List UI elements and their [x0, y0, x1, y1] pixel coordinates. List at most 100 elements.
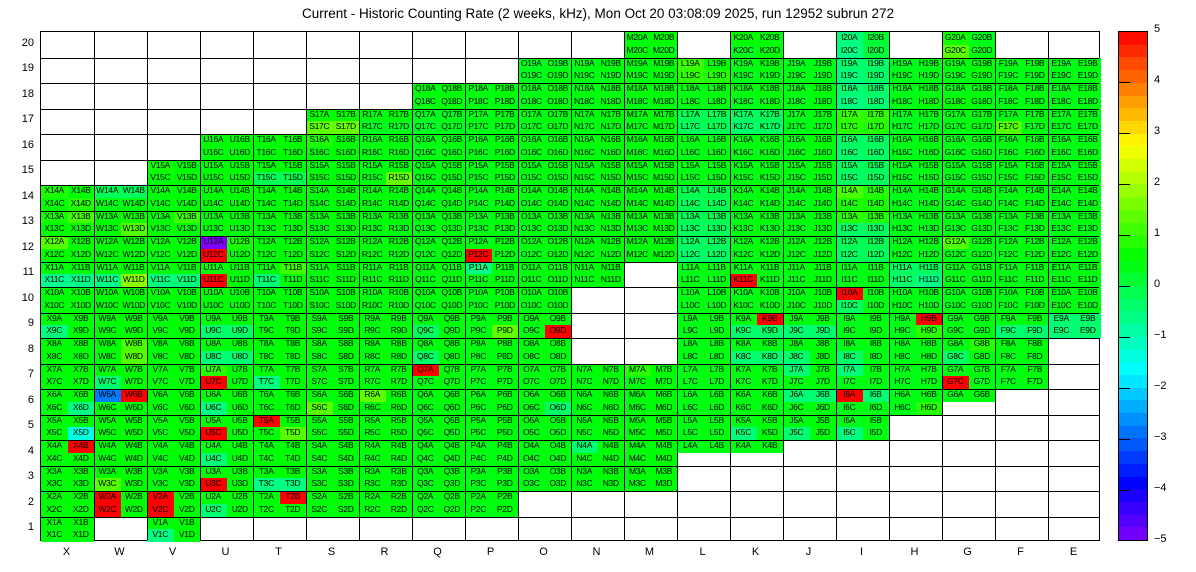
heatmap-cell[interactable]: J15A [783, 159, 810, 173]
heatmap-cell[interactable]: V9D [173, 325, 200, 338]
heatmap-cell[interactable]: M12B [650, 236, 677, 249]
heatmap-cell[interactable]: U8D [226, 350, 253, 364]
heatmap-cell[interactable]: V9B [173, 312, 200, 326]
heatmap-cell[interactable]: O5B [544, 414, 571, 428]
heatmap-cell[interactable]: P12B [491, 236, 518, 249]
heatmap-cell[interactable]: U10A [200, 287, 227, 300]
heatmap-cell[interactable]: H16A [889, 134, 916, 147]
heatmap-cell[interactable]: T9A [253, 312, 280, 326]
heatmap-cell[interactable]: X8C [41, 350, 68, 364]
heatmap-cell[interactable]: V4B [173, 440, 200, 453]
heatmap-cell[interactable]: Q11D [438, 274, 465, 287]
heatmap-cell[interactable]: I10B [862, 287, 889, 300]
heatmap-cell[interactable]: V1D [173, 529, 200, 542]
heatmap-cell[interactable]: U2A [200, 491, 227, 504]
heatmap-cell[interactable]: Q10D [438, 299, 465, 313]
heatmap-cell[interactable]: P7A [465, 363, 492, 377]
heatmap-cell[interactable]: V2C [147, 503, 174, 517]
heatmap-cell[interactable]: Q6B [438, 389, 465, 402]
heatmap-cell[interactable]: L14C [677, 197, 704, 211]
heatmap-cell[interactable]: H7D [915, 376, 942, 389]
heatmap-cell[interactable]: R7C [359, 376, 386, 389]
heatmap-cell[interactable]: P4D [491, 452, 518, 466]
heatmap-cell[interactable]: T6C [253, 401, 280, 415]
heatmap-cell[interactable]: K11B [756, 261, 783, 275]
heatmap-cell[interactable]: M4B [650, 440, 677, 453]
heatmap-cell[interactable]: S3A [306, 465, 333, 479]
heatmap-cell[interactable]: R8B [385, 338, 412, 351]
heatmap-cell[interactable]: S9A [306, 312, 333, 326]
heatmap-cell[interactable]: J18C [783, 95, 810, 109]
heatmap-cell[interactable]: K20C [730, 44, 757, 58]
heatmap-cell[interactable]: O6C [518, 401, 545, 415]
heatmap-cell[interactable]: W6D [120, 401, 147, 415]
heatmap-cell[interactable]: I12D [862, 248, 889, 262]
heatmap-cell[interactable]: N16C [571, 146, 598, 160]
heatmap-cell[interactable]: K17D [756, 121, 783, 134]
heatmap-cell[interactable]: Q17B [438, 108, 465, 122]
heatmap-cell[interactable]: S7A [306, 363, 333, 377]
heatmap-cell[interactable]: R5A [359, 414, 386, 428]
heatmap-cell[interactable]: I19B [862, 57, 889, 71]
heatmap-cell[interactable]: J13D [809, 223, 836, 236]
heatmap-cell[interactable]: G17A [942, 108, 969, 122]
heatmap-cell[interactable]: Q13B [438, 210, 465, 224]
heatmap-cell[interactable]: K18B [756, 83, 783, 96]
heatmap-cell[interactable]: L18C [677, 95, 704, 109]
heatmap-cell[interactable]: N12B [597, 236, 624, 249]
heatmap-cell[interactable]: G9B [968, 312, 995, 326]
heatmap-cell[interactable]: J14D [809, 197, 836, 211]
heatmap-cell[interactable]: I17B [862, 108, 889, 122]
heatmap-cell[interactable]: Q17A [412, 108, 439, 122]
heatmap-cell[interactable]: O17A [518, 108, 545, 122]
heatmap-cell[interactable]: K18C [730, 95, 757, 109]
heatmap-cell[interactable]: O8D [544, 350, 571, 364]
heatmap-cell[interactable]: F16D [1021, 146, 1048, 160]
heatmap-cell[interactable]: L10D [703, 299, 730, 313]
heatmap-cell[interactable]: T7D [279, 376, 306, 389]
heatmap-cell[interactable]: S3D [332, 478, 359, 491]
heatmap-cell[interactable]: S6A [306, 389, 333, 402]
heatmap-cell[interactable]: H15B [915, 159, 942, 173]
heatmap-cell[interactable]: U7B [226, 363, 253, 377]
heatmap-cell[interactable]: O13A [518, 210, 545, 224]
heatmap-cell[interactable]: M14A [624, 185, 651, 198]
heatmap-cell[interactable]: E16B [1074, 134, 1101, 147]
heatmap-cell[interactable]: E10A [1048, 287, 1075, 300]
heatmap-cell[interactable]: U4C [200, 452, 227, 466]
heatmap-cell[interactable]: G19A [942, 57, 969, 71]
heatmap-cell[interactable]: G11D [968, 274, 995, 287]
heatmap-cell[interactable]: E9B [1074, 312, 1101, 326]
heatmap-cell[interactable]: V6C [147, 401, 174, 415]
heatmap-cell[interactable]: Q15D [438, 172, 465, 185]
heatmap-cell[interactable]: F7C [995, 376, 1022, 389]
heatmap-cell[interactable]: S3B [332, 465, 359, 479]
heatmap-cell[interactable]: J9A [783, 312, 810, 326]
heatmap-cell[interactable]: Q5C [412, 427, 439, 440]
heatmap-cell[interactable]: L17D [703, 121, 730, 134]
heatmap-cell[interactable]: P14A [465, 185, 492, 198]
heatmap-cell[interactable]: W2B [120, 491, 147, 504]
heatmap-cell[interactable]: J14A [783, 185, 810, 198]
heatmap-cell[interactable]: M16B [650, 134, 677, 147]
heatmap-cell[interactable]: J12B [809, 236, 836, 249]
heatmap-cell[interactable]: K5A [730, 414, 757, 428]
heatmap-cell[interactable]: H17A [889, 108, 916, 122]
heatmap-cell[interactable]: J14B [809, 185, 836, 198]
heatmap-cell[interactable]: M19B [650, 57, 677, 71]
heatmap-cell[interactable]: O13C [518, 223, 545, 236]
heatmap-cell[interactable]: H10C [889, 299, 916, 313]
heatmap-cell[interactable]: I11B [862, 261, 889, 275]
heatmap-cell[interactable]: J17D [809, 121, 836, 134]
heatmap-cell[interactable]: U6B [226, 389, 253, 402]
heatmap-cell[interactable]: T4A [253, 440, 280, 453]
heatmap-cell[interactable]: Q11A [412, 261, 439, 275]
heatmap-cell[interactable]: R10D [385, 299, 412, 313]
heatmap-cell[interactable]: K14D [756, 197, 783, 211]
heatmap-cell[interactable]: T16C [253, 146, 280, 160]
heatmap-cell[interactable]: I7C [836, 376, 863, 389]
heatmap-cell[interactable]: K12B [756, 236, 783, 249]
heatmap-cell[interactable]: J16D [809, 146, 836, 160]
heatmap-cell[interactable]: Q16B [438, 134, 465, 147]
heatmap-cell[interactable]: R3A [359, 465, 386, 479]
